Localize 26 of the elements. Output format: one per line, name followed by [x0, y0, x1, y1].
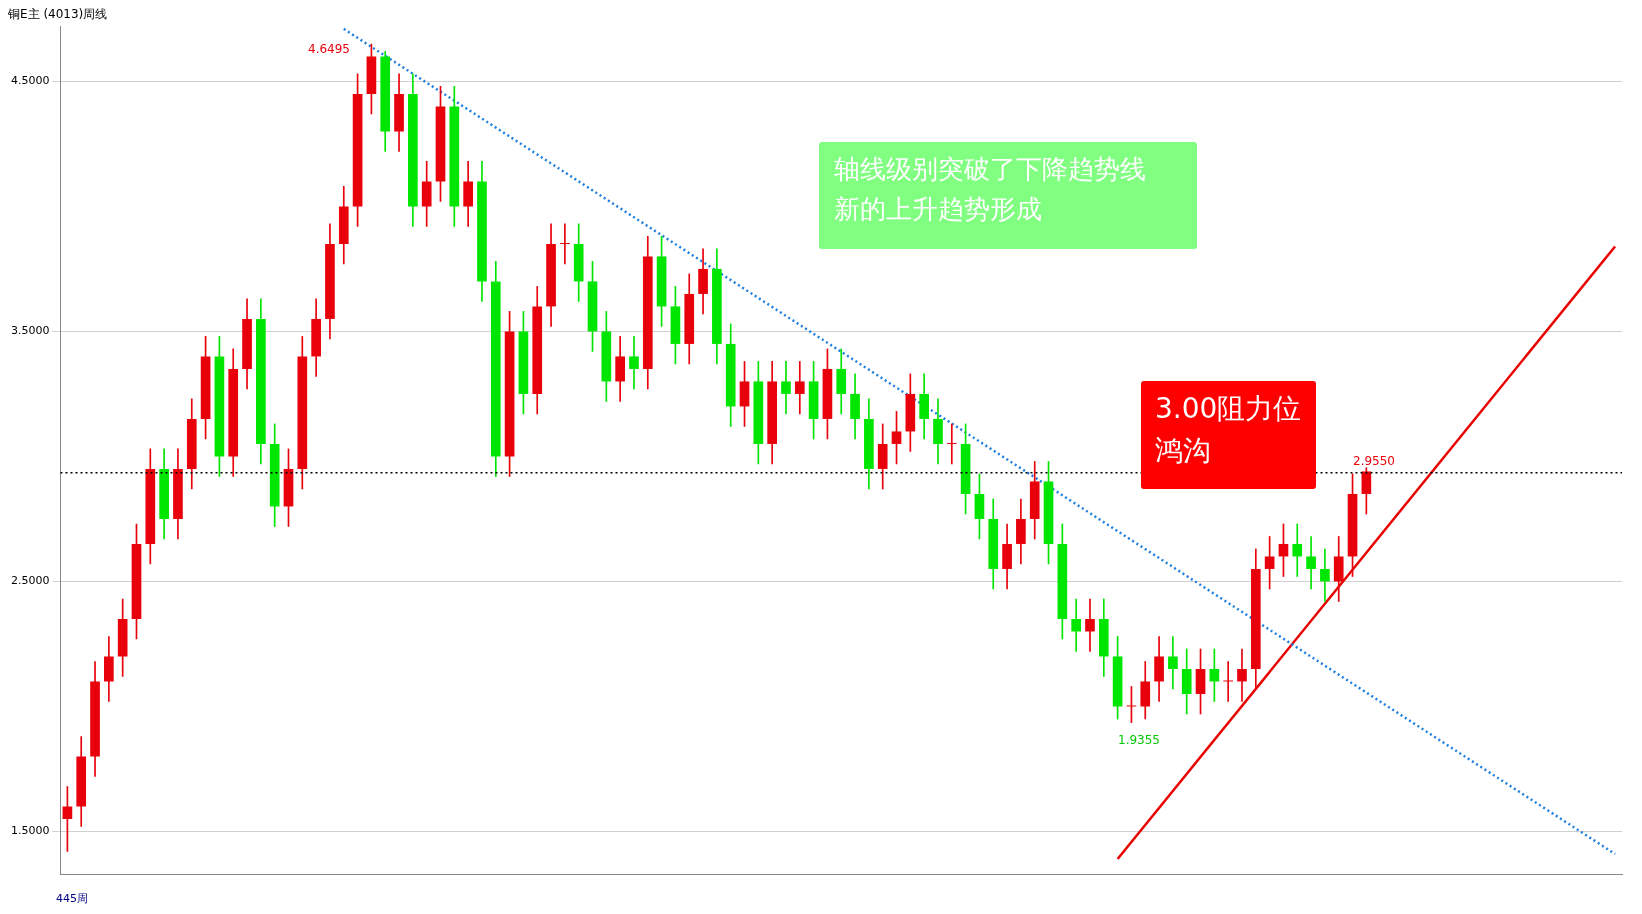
candlestick — [629, 336, 639, 390]
y-tick-label: 2.5000 — [10, 574, 50, 588]
candlestick — [1292, 523, 1303, 577]
y-tick-label: 3.5000 — [10, 324, 50, 338]
candlestick — [794, 361, 805, 415]
chart-title: 铜E主 (4013)周线 — [7, 7, 108, 22]
candlestick — [946, 423, 957, 465]
y-tick-label: 1.5000 — [10, 824, 50, 838]
candlestick — [1237, 648, 1247, 702]
annotation: 4.6495 — [308, 42, 350, 57]
candlestick — [560, 223, 570, 265]
candlestick — [1223, 661, 1233, 702]
candlestick — [1085, 598, 1095, 652]
candlestick — [1320, 548, 1330, 602]
annotation: 2.9550 — [1353, 454, 1395, 469]
candlestick — [1306, 536, 1316, 590]
annotation: 鸿沟 — [1155, 434, 1211, 468]
candlestick — [1071, 598, 1081, 652]
annotation: 轴线级别突破了下降趋势线 — [834, 154, 1146, 186]
y-tick-label: 4.5000 — [10, 74, 50, 88]
text: 445周 — [56, 892, 88, 906]
annotation: 1.9355 — [1118, 733, 1160, 748]
candlestick — [781, 361, 791, 415]
annotation: 新的上升趋势形成 — [834, 194, 1042, 226]
candlestick — [1168, 636, 1178, 690]
annotation: 3.00阻力位 — [1155, 392, 1302, 426]
